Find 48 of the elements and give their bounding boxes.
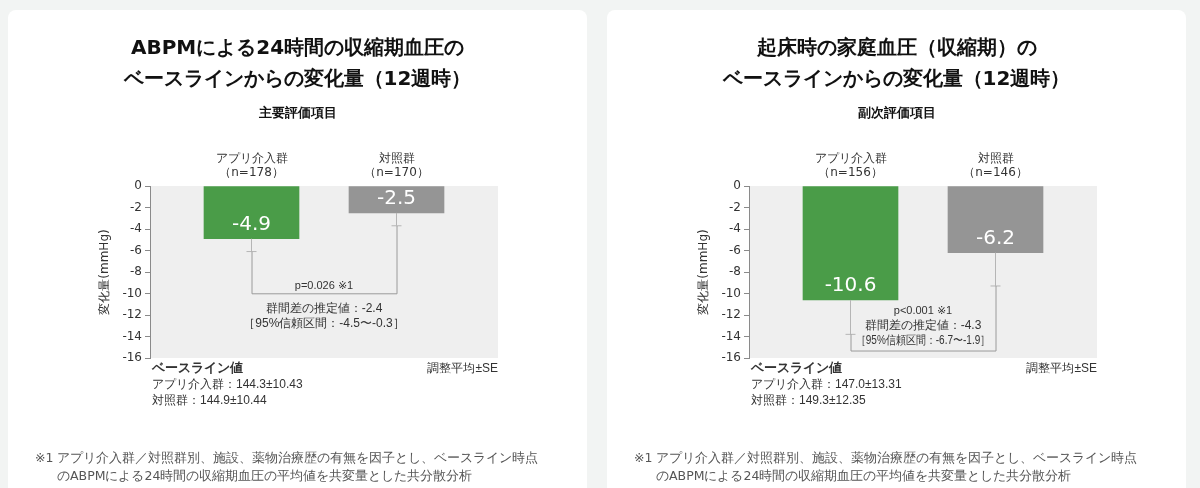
text: 調整平均±SE: [1026, 361, 1097, 376]
y-tick-label: -14: [122, 328, 142, 343]
text: アプリ介入群：147.0±13.31: [751, 377, 902, 392]
y-tick-label: -2: [729, 199, 741, 214]
y-axis-title: 変化量(mmHg): [696, 229, 711, 315]
text: ベースライン値: [151, 360, 243, 376]
y-tick-label: -8: [130, 264, 142, 279]
y-tick-label: -8: [729, 264, 741, 279]
y-tick-label: 0: [134, 178, 142, 193]
chart-subtitle: 副次評価項目: [856, 104, 937, 122]
y-tick-label: -14: [721, 328, 741, 343]
annotation: p<0.001 ※1: [893, 304, 953, 317]
y-tick-label: -4: [729, 221, 741, 236]
x-tick-label: 対照群（n=146）: [963, 150, 1028, 179]
annotation: ［95%信頼区間：-6.7〜-1.9］: [855, 333, 991, 347]
data-label: -6.2: [975, 224, 1016, 249]
text: 対照群：144.9±10.44: [152, 393, 267, 408]
annotation: 群間差の推定値：-2.4: [265, 300, 383, 315]
data-label: -2.5: [376, 185, 417, 210]
data-label: -4.9: [231, 210, 272, 235]
y-tick-label: -12: [721, 307, 741, 322]
data-label: -10.6: [824, 272, 877, 297]
text: ベースライン値: [750, 360, 842, 376]
y-axis-title: 変化量(mmHg): [97, 229, 112, 315]
y-tick-label: -10: [721, 285, 741, 300]
chart-title: ABPMによる24時間の収縮期血圧のベースラインからの変化量（12週時）: [123, 35, 472, 90]
y-tick-label: -16: [721, 350, 741, 365]
chart-title: 起床時の家庭血圧（収縮期）のベースラインからの変化量（12週時）: [722, 35, 1071, 90]
y-tick-label: -6: [729, 242, 741, 257]
y-tick-label: -10: [122, 285, 142, 300]
x-tick-label: アプリ介入群（n=156）: [814, 150, 887, 179]
text: ※1 アプリ介入群／対照群別、施設、薬物治療歴の有無を因子とし、ベースライン時点のABPMによる24時間の収縮期血圧の平均値を共変量とした共分散分析: [35, 449, 540, 485]
annotation: 群間差の推定値：-4.3: [864, 318, 982, 333]
y-tick-label: 0: [733, 178, 741, 193]
annotation: ［95%信頼区間：-4.5〜-0.3］: [243, 315, 405, 330]
text: ※1 アプリ介入群／対照群別、施設、薬物治療歴の有無を因子とし、ベースライン時点のABPMによる24時間の収縮期血圧の平均値を共変量とした共分散分析: [634, 449, 1139, 485]
text: 対照群：149.3±12.35: [751, 393, 866, 408]
x-tick-label: アプリ介入群（n=178）: [215, 150, 288, 179]
y-tick-label: -12: [122, 307, 142, 322]
text: アプリ介入群：144.3±10.43: [152, 377, 303, 392]
annotation: p=0.026 ※1: [294, 278, 354, 291]
chart-subtitle: 主要評価項目: [257, 104, 338, 122]
y-tick-label: -16: [122, 350, 142, 365]
y-tick-label: -6: [130, 242, 142, 257]
x-tick-label: 対照群（n=170）: [364, 150, 429, 179]
y-tick-label: -2: [130, 199, 142, 214]
y-tick-label: -4: [130, 221, 142, 236]
text: 調整平均±SE: [427, 361, 498, 376]
